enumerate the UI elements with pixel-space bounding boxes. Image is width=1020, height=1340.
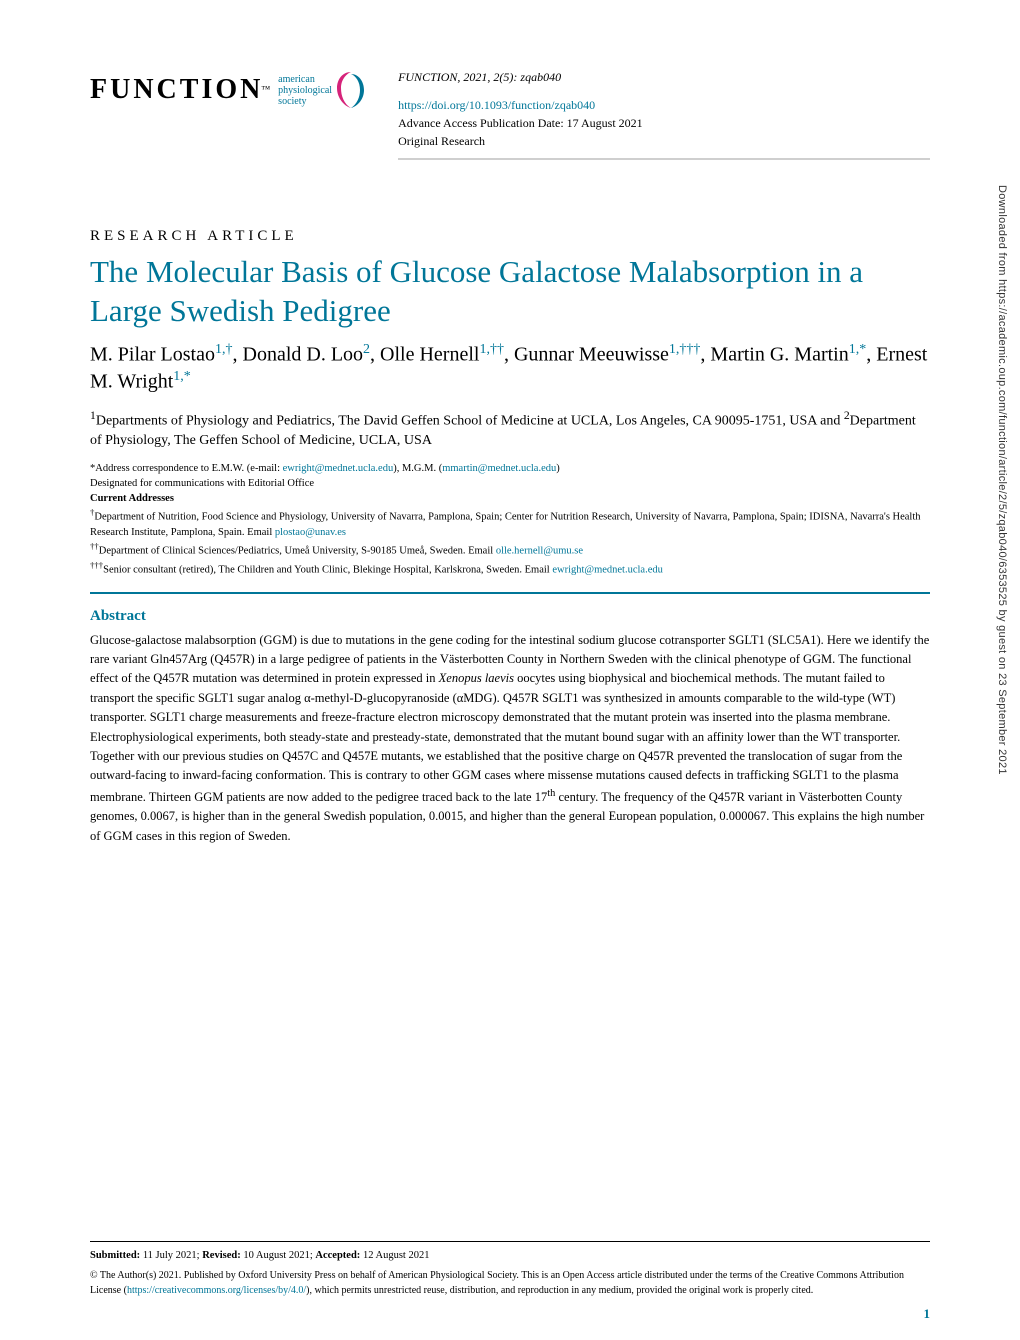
revised-label: Revised:: [202, 1250, 241, 1261]
note-text: ): [556, 463, 560, 474]
aff-text: Departments of Physiology and Pediatrics…: [96, 413, 844, 428]
author: Gunnar Meeuwisse: [514, 343, 669, 365]
aps-logo: american physiological society: [278, 68, 368, 112]
trademark-symbol: ™: [261, 84, 270, 94]
abstract-body: Glucose-galactose malabsorption (GGM) is…: [90, 631, 930, 846]
author-aff: 1,†††: [669, 342, 701, 357]
aps-line2: physiological: [278, 85, 332, 96]
abstract-heading: Abstract: [90, 608, 930, 625]
license-link[interactable]: https://creativecommons.org/licenses/by/…: [127, 1285, 306, 1296]
author-aff: 1,*: [849, 342, 867, 357]
author: Donald D. Loo: [243, 343, 364, 365]
aps-line1: american: [278, 74, 332, 85]
meta-divider: [398, 158, 930, 160]
page-number: 1: [924, 1306, 931, 1322]
author-aff: 1,††: [479, 342, 504, 357]
note-text: Department of Nutrition, Food Science an…: [90, 512, 921, 538]
copyright-text: ), which permits unrestricted reuse, dis…: [306, 1285, 813, 1296]
section-divider: [90, 592, 930, 594]
article-title: The Molecular Basis of Glucose Galactose…: [90, 253, 930, 331]
note-text: *Address correspondence to E.M.W. (e-mai…: [90, 463, 283, 474]
abstract-italic: Xenopus laevis: [439, 671, 514, 685]
author: M. Pilar Lostao: [90, 343, 215, 365]
address-note: ††Department of Clinical Sciences/Pediat…: [90, 540, 930, 559]
copyright-notice: © The Author(s) 2021. Published by Oxfor…: [90, 1269, 930, 1298]
author-aff: 1,*: [173, 369, 191, 384]
footer: Submitted: 11 July 2021; Revised: 10 Aug…: [90, 1241, 930, 1298]
abstract-text: oocytes using biophysical and biochemica…: [90, 671, 902, 803]
aps-swirl-icon: [334, 68, 368, 112]
email-link[interactable]: plostao@unav.es: [275, 527, 346, 538]
correspondence-note: *Address correspondence to E.M.W. (e-mai…: [90, 461, 930, 476]
page-content: FUNCTION™ american physiological society…: [0, 0, 1020, 886]
author-aff: 1,†: [215, 342, 233, 357]
email-link[interactable]: olle.hernell@umu.se: [496, 546, 583, 557]
author-aff: 2: [363, 342, 370, 357]
note-marker: ††: [90, 541, 99, 551]
email-link[interactable]: mmartin@mednet.ucla.edu: [442, 463, 556, 474]
note-text: ), M.G.M. (: [393, 463, 442, 474]
article-type-label: RESEARCH ARTICLE: [90, 228, 930, 245]
current-addresses-label: Current Addresses: [90, 491, 930, 506]
citation-text: FUNCTION, 2021, 2(5): zqab040: [398, 68, 930, 86]
submission-dates: Submitted: 11 July 2021; Revised: 10 Aug…: [90, 1250, 930, 1261]
designated-note: Designated for communications with Edito…: [90, 476, 930, 491]
submitted-label: Submitted:: [90, 1250, 140, 1261]
header-row: FUNCTION™ american physiological society…: [90, 68, 930, 160]
note-text: Department of Clinical Sciences/Pediatri…: [99, 546, 496, 557]
email-link[interactable]: ewright@mednet.ucla.edu: [283, 463, 394, 474]
aps-text: american physiological society: [278, 74, 332, 107]
email-link[interactable]: ewright@mednet.ucla.edu: [552, 564, 663, 575]
citation-meta: FUNCTION, 2021, 2(5): zqab040 https://do…: [398, 68, 930, 160]
address-note: †Department of Nutrition, Food Science a…: [90, 506, 930, 540]
doi-link[interactable]: https://doi.org/10.1093/function/zqab040: [398, 98, 595, 112]
revised-date: 10 August 2021;: [241, 1250, 316, 1261]
journal-logo: FUNCTION™ american physiological society: [90, 68, 368, 112]
pub-date: Advance Access Publication Date: 17 Augu…: [398, 114, 930, 132]
logo-text: FUNCTION: [90, 74, 263, 105]
footer-divider: [90, 1241, 930, 1242]
affiliations: 1Departments of Physiology and Pediatric…: [90, 408, 930, 451]
author-list: M. Pilar Lostao1,†, Donald D. Loo2, Olle…: [90, 341, 930, 396]
author: Olle Hernell: [380, 343, 479, 365]
accepted-date: 12 August 2021: [360, 1250, 429, 1261]
author-notes: *Address correspondence to E.M.W. (e-mai…: [90, 461, 930, 578]
accepted-label: Accepted:: [315, 1250, 360, 1261]
author: Martin G. Martin: [710, 343, 848, 365]
submitted-date: 11 July 2021;: [140, 1250, 202, 1261]
aps-line3: society: [278, 96, 332, 107]
note-marker: †††: [90, 560, 103, 570]
article-category: Original Research: [398, 132, 930, 150]
address-note: †††Senior consultant (retired), The Chil…: [90, 559, 930, 578]
note-text: Senior consultant (retired), The Childre…: [103, 564, 552, 575]
download-annotation: Downloaded from https://academic.oup.com…: [996, 185, 1008, 775]
